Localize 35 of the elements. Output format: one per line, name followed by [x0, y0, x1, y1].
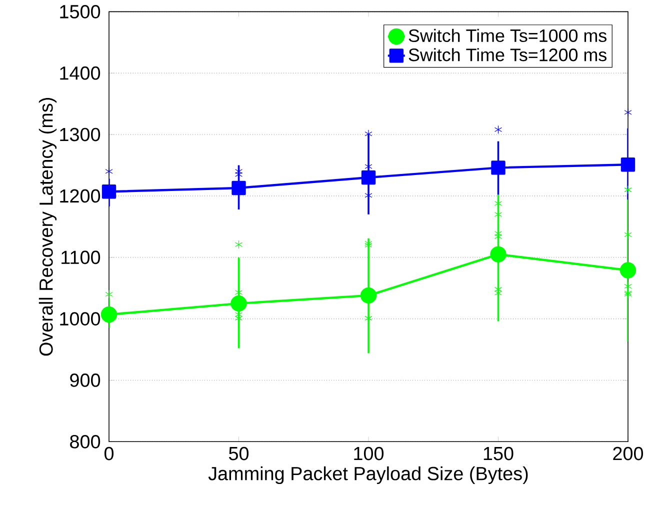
x-tick-label: 150 — [484, 447, 514, 460]
x-axis-title: Jamming Packet Payload Size (Bytes) — [208, 466, 528, 484]
point — [232, 181, 246, 196]
point — [620, 262, 636, 279]
y-tick-label: 1000 — [60, 312, 100, 326]
x-tick-label: 50 — [228, 447, 249, 460]
y-tick-label: 1100 — [62, 250, 100, 264]
point — [624, 282, 632, 291]
point — [360, 288, 377, 304]
point — [624, 108, 632, 117]
x-tick-label: 0 — [104, 447, 114, 460]
y-tick-label: 1300 — [60, 128, 100, 142]
legend-label: Switch Time Ts=1000 ms — [408, 29, 606, 42]
y-axis-title: Overall Recovery Latency (ms) — [38, 98, 57, 356]
point — [361, 170, 376, 185]
y-tick-label: 900 — [70, 374, 100, 388]
point — [494, 125, 502, 134]
point — [105, 167, 113, 176]
x-tick-label: 100 — [354, 447, 384, 460]
point — [100, 306, 118, 323]
point — [105, 290, 113, 299]
point — [102, 184, 116, 199]
x-tick-label: 200 — [613, 447, 644, 460]
y-tick-label: 1500 — [60, 5, 100, 19]
point — [620, 158, 636, 172]
y-tick-label: 1200 — [60, 189, 100, 203]
point — [230, 296, 247, 312]
y-tick-label: 1400 — [60, 66, 100, 80]
legend-label: Switch Time Ts=1200 ms — [408, 48, 606, 62]
y-tick-label: 800 — [70, 435, 100, 449]
point — [234, 240, 243, 249]
point — [491, 160, 506, 175]
point — [624, 186, 632, 194]
point — [490, 246, 506, 263]
point — [624, 230, 632, 240]
